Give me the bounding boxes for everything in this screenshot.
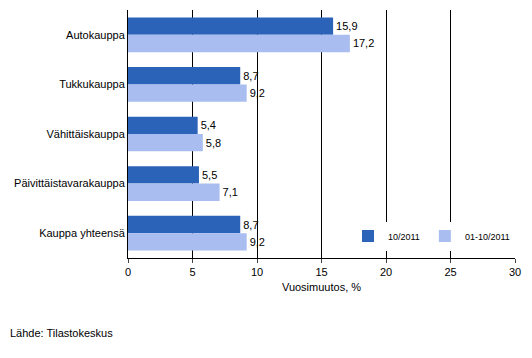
svg-text:Päivittäistavarakauppa: Päivittäistavarakauppa: [14, 177, 126, 189]
svg-text:7,1: 7,1: [223, 186, 238, 198]
svg-text:8,7: 8,7: [243, 219, 258, 231]
svg-text:Autokauppa: Autokauppa: [66, 29, 126, 41]
svg-text:8,7: 8,7: [243, 70, 258, 82]
svg-text:25: 25: [444, 266, 456, 278]
svg-text:5,4: 5,4: [201, 119, 216, 131]
svg-text:01-10/2011: 01-10/2011: [465, 232, 510, 242]
svg-text:10/2011: 10/2011: [388, 232, 420, 242]
svg-text:5: 5: [189, 266, 195, 278]
svg-text:20: 20: [380, 266, 392, 278]
svg-text:17,2: 17,2: [353, 37, 374, 49]
svg-text:15,9: 15,9: [336, 20, 357, 32]
svg-text:Kauppa yhteensä: Kauppa yhteensä: [39, 227, 126, 239]
svg-text:Tukkukauppa: Tukkukauppa: [59, 78, 126, 90]
svg-text:5,5: 5,5: [202, 169, 217, 181]
svg-text:Vähittäiskauppa: Vähittäiskauppa: [47, 128, 126, 140]
svg-text:30: 30: [509, 266, 521, 278]
svg-text:Lähde: Tilastokeskus: Lähde: Tilastokeskus: [10, 327, 113, 339]
svg-text:5,8: 5,8: [206, 137, 221, 149]
svg-text:9,2: 9,2: [250, 87, 265, 99]
svg-text:15: 15: [315, 266, 327, 278]
svg-text:9,2: 9,2: [250, 236, 265, 248]
svg-text:0: 0: [125, 266, 131, 278]
svg-text:Vuosimuutos, %: Vuosimuutos, %: [282, 281, 361, 293]
svg-text:10: 10: [251, 266, 263, 278]
